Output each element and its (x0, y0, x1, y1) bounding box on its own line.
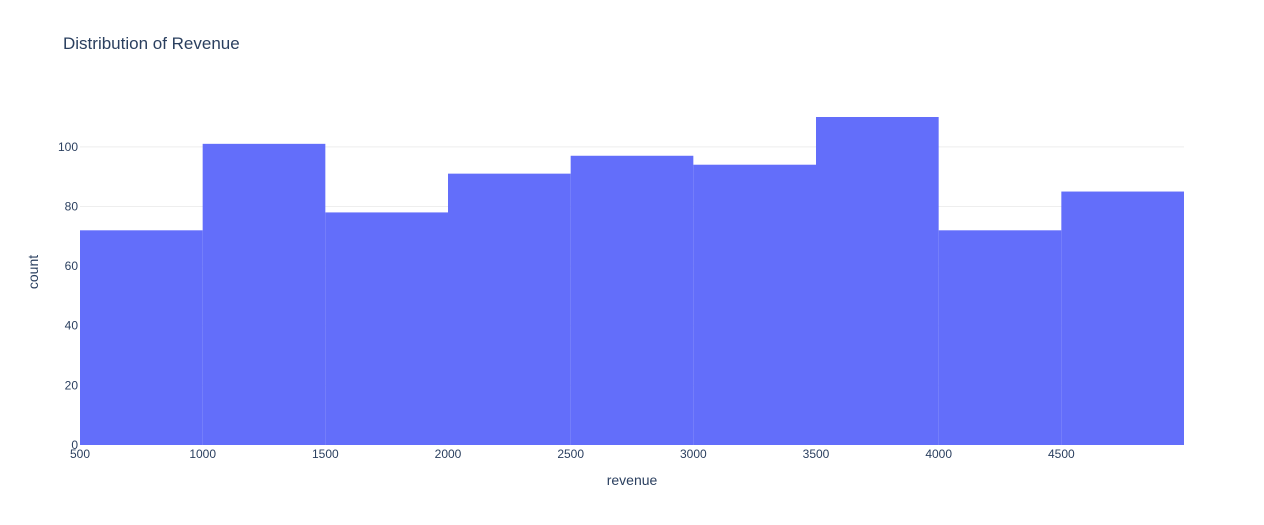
x-tick-label: 2500 (557, 447, 584, 461)
x-tick-label: 3000 (680, 447, 707, 461)
y-tick-label: 40 (65, 319, 79, 333)
y-axis-ticks: 0 20 40 60 80 100 (58, 140, 78, 452)
x-tick-label: 1500 (312, 447, 339, 461)
x-axis-ticks: 500 1000 1500 2000 2500 3000 3500 4000 4500 (70, 447, 1075, 461)
x-tick-label: 3500 (803, 447, 830, 461)
histogram-bar (816, 117, 939, 445)
y-tick-label: 80 (65, 199, 79, 213)
x-tick-label: 4500 (1048, 447, 1075, 461)
x-tick-label: 4000 (925, 447, 952, 461)
y-tick-label: 100 (58, 140, 78, 154)
x-tick-label: 500 (70, 447, 90, 461)
histogram-bar (693, 164, 816, 445)
chart-title: Distribution of Revenue (63, 34, 240, 53)
x-tick-label: 2000 (435, 447, 462, 461)
y-tick-label: 20 (65, 378, 79, 392)
x-axis-title: revenue (607, 472, 658, 488)
histogram-bar (80, 230, 203, 445)
histogram-bar (202, 143, 326, 445)
y-tick-label: 0 (71, 438, 78, 452)
histogram-bar (1061, 191, 1184, 445)
bars (80, 117, 1184, 445)
y-axis-title: count (25, 255, 41, 289)
histogram-bar (570, 155, 694, 445)
histogram-bar (448, 173, 571, 445)
y-tick-label: 60 (65, 259, 79, 273)
histogram-bar (325, 212, 448, 445)
histogram-bar (938, 230, 1062, 445)
x-tick-label: 1000 (189, 447, 216, 461)
